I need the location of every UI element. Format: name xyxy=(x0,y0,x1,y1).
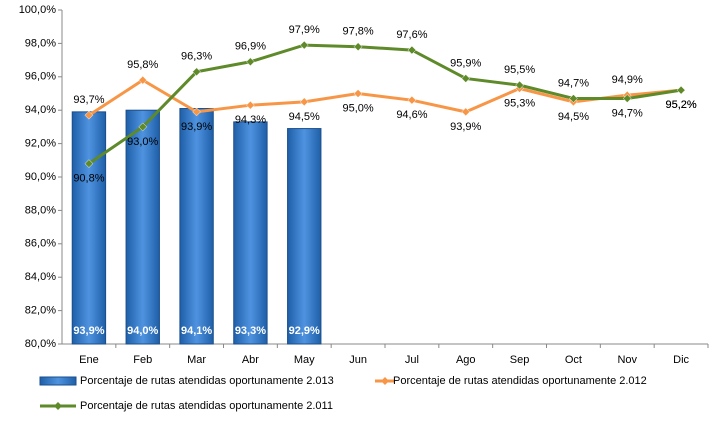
point-label: 95,2% xyxy=(665,99,696,111)
marker xyxy=(138,75,148,85)
marker xyxy=(515,80,524,90)
point-label: 94,7% xyxy=(612,107,643,119)
x-tick-label: Jul xyxy=(405,354,419,366)
marker xyxy=(622,94,632,103)
bar-label: 93,9% xyxy=(73,325,104,337)
point-label: 96,9% xyxy=(235,41,266,53)
point-label: 94,3% xyxy=(235,114,266,126)
x-tick-label: Ene xyxy=(79,354,99,366)
point-label: 95,0% xyxy=(342,102,373,114)
y-tick-label: 100,0% xyxy=(19,4,57,16)
marker xyxy=(569,94,578,103)
y-tick-label: 86,0% xyxy=(25,238,56,250)
bar xyxy=(125,109,160,345)
x-tick-label: Dic xyxy=(673,354,689,366)
point-label: 94,5% xyxy=(289,111,320,123)
point-label: 97,6% xyxy=(396,29,427,41)
legend-marker xyxy=(381,377,389,385)
point-label: 93,9% xyxy=(450,121,481,133)
legend-marker xyxy=(54,402,62,410)
bar xyxy=(71,111,107,345)
point-label: 90,8% xyxy=(73,173,104,185)
marker xyxy=(138,122,148,132)
point-label: 97,9% xyxy=(289,24,320,36)
bar xyxy=(287,128,322,345)
point-label: 94,6% xyxy=(396,109,427,121)
point-label: 95,3% xyxy=(504,97,535,109)
legend-label: Porcentaje de rutas atendidas oportuname… xyxy=(80,400,333,412)
bar-label: 94,1% xyxy=(181,325,212,337)
legend-label: Porcentaje de rutas atendidas oportuname… xyxy=(393,375,647,387)
y-tick-label: 88,0% xyxy=(25,204,56,216)
x-tick-label: Feb xyxy=(133,354,152,366)
marker xyxy=(246,100,255,110)
point-label: 97,8% xyxy=(342,26,373,38)
x-tick-label: Ago xyxy=(456,354,476,366)
point-label: 96,3% xyxy=(181,51,212,63)
y-tick-label: 92,0% xyxy=(25,138,56,150)
y-tick-label: 90,0% xyxy=(25,171,56,183)
point-label: 95,8% xyxy=(127,59,158,71)
legend-label: Porcentaje de rutas atendidas oportuname… xyxy=(80,375,334,387)
marker xyxy=(299,40,309,50)
point-label: 95,2% xyxy=(665,99,696,111)
marker xyxy=(676,85,686,95)
y-tick-label: 84,0% xyxy=(25,271,56,283)
bar-label: 93,3% xyxy=(235,325,266,337)
marker xyxy=(84,110,94,120)
marker xyxy=(353,89,363,98)
y-tick-label: 94,0% xyxy=(25,104,56,116)
point-label: 95,5% xyxy=(504,64,535,76)
line xyxy=(88,43,682,165)
y-tick-label: 82,0% xyxy=(25,305,56,317)
x-tick-label: Oct xyxy=(565,354,582,366)
marker xyxy=(407,45,417,55)
point-label: 95,9% xyxy=(450,57,481,69)
x-tick-label: Abr xyxy=(242,354,259,366)
y-tick-label: 96,0% xyxy=(25,71,56,83)
bar-label: 94,0% xyxy=(127,325,158,337)
marker xyxy=(353,42,363,52)
bar-label: 92,9% xyxy=(289,325,320,337)
marker xyxy=(84,159,94,168)
point-label: 93,7% xyxy=(73,94,104,106)
point-label: 93,0% xyxy=(127,136,158,148)
legend-swatch xyxy=(39,376,77,386)
marker xyxy=(192,107,201,117)
bar xyxy=(233,121,268,345)
marker xyxy=(192,67,201,77)
x-tick-label: Sep xyxy=(510,354,530,366)
point-label: 94,9% xyxy=(612,74,643,86)
point-label: 94,7% xyxy=(558,77,589,89)
marker xyxy=(461,74,471,83)
x-tick-label: Mar xyxy=(187,354,206,366)
point-label: 93,9% xyxy=(181,121,212,133)
point-label: 94,5% xyxy=(558,111,589,123)
y-tick-label: 98,0% xyxy=(25,37,56,49)
x-tick-label: Nov xyxy=(617,354,637,366)
line xyxy=(88,78,682,117)
marker xyxy=(299,97,309,107)
bar xyxy=(179,108,214,345)
x-tick-label: Jun xyxy=(349,354,367,366)
marker xyxy=(461,107,471,117)
marker xyxy=(407,95,417,105)
y-tick-label: 80,0% xyxy=(25,338,56,350)
marker xyxy=(246,57,255,67)
x-tick-label: May xyxy=(294,354,315,366)
